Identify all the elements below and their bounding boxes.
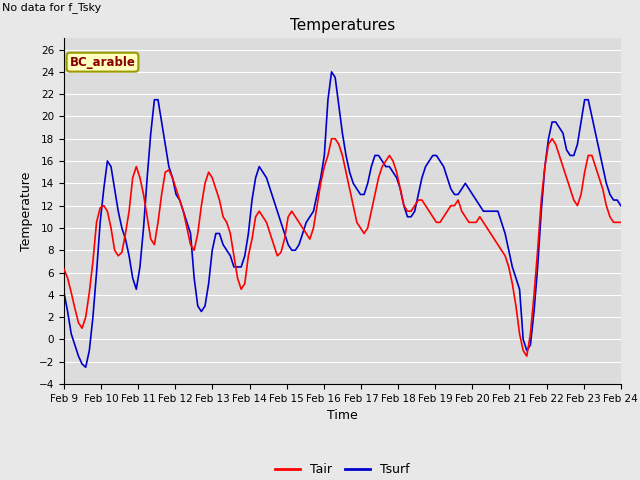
Legend: Tair, Tsurf: Tair, Tsurf bbox=[270, 458, 415, 480]
Title: Temperatures: Temperatures bbox=[290, 18, 395, 33]
X-axis label: Time: Time bbox=[327, 409, 358, 422]
Text: BC_arable: BC_arable bbox=[70, 56, 136, 69]
Text: No data for f_Tsky: No data for f_Tsky bbox=[1, 2, 100, 13]
Y-axis label: Temperature: Temperature bbox=[20, 171, 33, 251]
